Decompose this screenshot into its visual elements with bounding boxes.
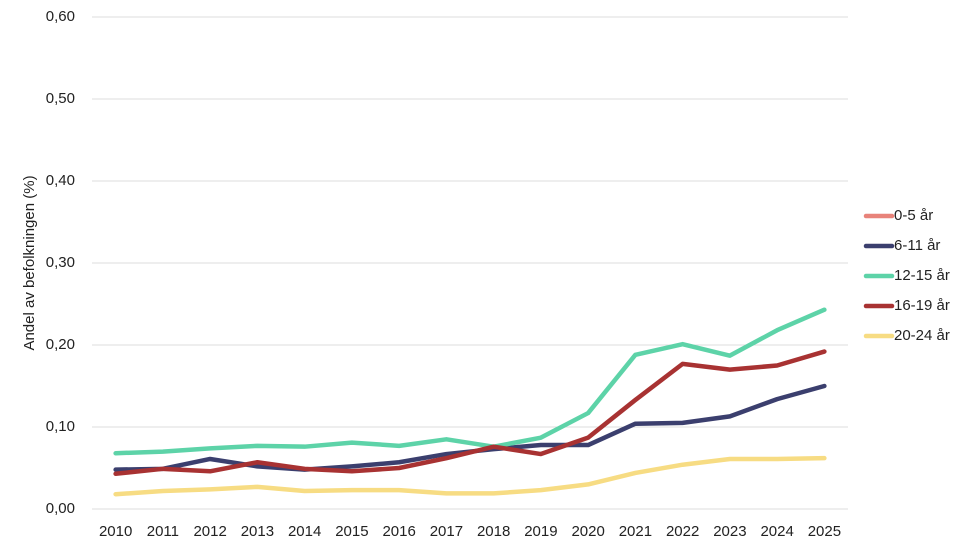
y-tick-label: 0,60	[46, 8, 75, 25]
y-tick-label: 0,00	[46, 500, 75, 517]
x-tick-label: 2023	[713, 523, 746, 540]
x-tick-label: 2011	[147, 523, 179, 540]
x-tick-label: 2017	[430, 523, 463, 540]
x-tick-label: 2020	[571, 523, 604, 540]
x-tick-label: 2019	[524, 523, 557, 540]
legend-label: 12-15 år	[894, 267, 950, 284]
y-tick-label: 0,50	[46, 90, 75, 107]
legend-label: 20-24 år	[894, 327, 950, 344]
series-line	[113, 307, 827, 456]
x-tick-label: 2025	[808, 523, 841, 540]
y-tick-label: 0,10	[46, 418, 75, 435]
x-tick-label: 2024	[760, 523, 793, 540]
y-tick-label: 0,30	[46, 254, 75, 271]
x-tick-label: 2021	[619, 523, 652, 540]
x-tick-label: 2012	[193, 523, 226, 540]
legend-label: 6-11 år	[894, 237, 940, 254]
x-tick-label: 2010	[99, 523, 132, 540]
x-tick-label: 2013	[241, 523, 274, 540]
x-tick-label: 2015	[335, 523, 368, 540]
series-line	[113, 455, 827, 497]
y-axis-label: Andel av befolkningen (%)	[21, 175, 38, 350]
legend-label: 0-5 år	[894, 207, 933, 224]
legend-label: 16-19 år	[894, 297, 950, 314]
series-line	[113, 383, 827, 472]
x-tick-label: 2022	[666, 523, 699, 540]
y-tick-label: 0,20	[46, 336, 75, 353]
series-line	[113, 349, 827, 476]
x-tick-label: 2016	[382, 523, 415, 540]
x-tick-label: 2018	[477, 523, 510, 540]
y-tick-label: 0,40	[46, 172, 75, 189]
x-tick-label: 2014	[288, 523, 321, 540]
